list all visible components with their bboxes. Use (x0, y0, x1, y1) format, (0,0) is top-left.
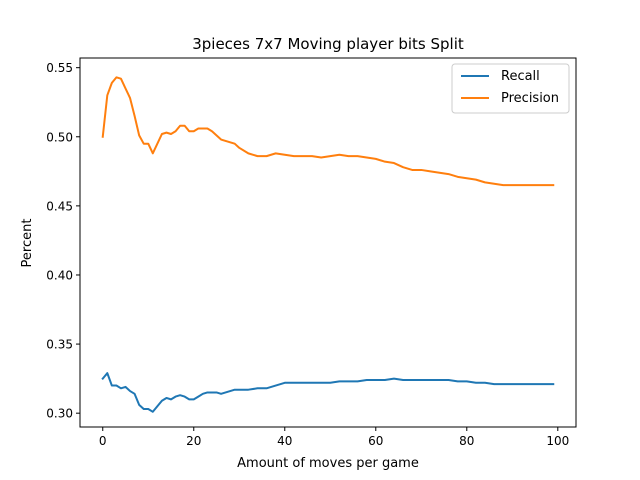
chart-title: 3pieces 7x7 Moving player bits Split (192, 35, 464, 53)
x-tick-label: 60 (368, 434, 383, 448)
plot-frame (79, 57, 577, 428)
y-tick-label: 0.55 (46, 61, 73, 75)
y-tick-label: 0.40 (46, 268, 73, 282)
x-tick-label: 0 (99, 434, 107, 448)
y-tick-label: 0.35 (46, 338, 73, 352)
x-tick-label: 20 (186, 434, 201, 448)
x-tick-label: 100 (546, 434, 569, 448)
legend-label-recall: Recall (501, 69, 540, 84)
plot-lines (101, 76, 555, 413)
y-tick-label: 0.45 (46, 199, 73, 213)
x-tick-label: 40 (277, 434, 292, 448)
x-axis-label: Amount of moves per game (237, 456, 419, 471)
legend-label-precision: Precision (501, 91, 559, 106)
y-tick-label: 0.50 (46, 130, 73, 144)
x-tick-label: 80 (459, 434, 474, 448)
series-line-precision (101, 76, 555, 187)
y-tick-label: 0.30 (46, 407, 73, 421)
x-axis-ticks: 0 20 40 60 80 100 (99, 427, 569, 448)
legend: Recall Precision (451, 63, 570, 114)
y-axis-ticks: 0.30 0.35 0.40 0.45 0.50 0.55 (46, 61, 80, 421)
y-axis-label: Percent (20, 219, 35, 268)
series-line-recall (101, 372, 555, 413)
